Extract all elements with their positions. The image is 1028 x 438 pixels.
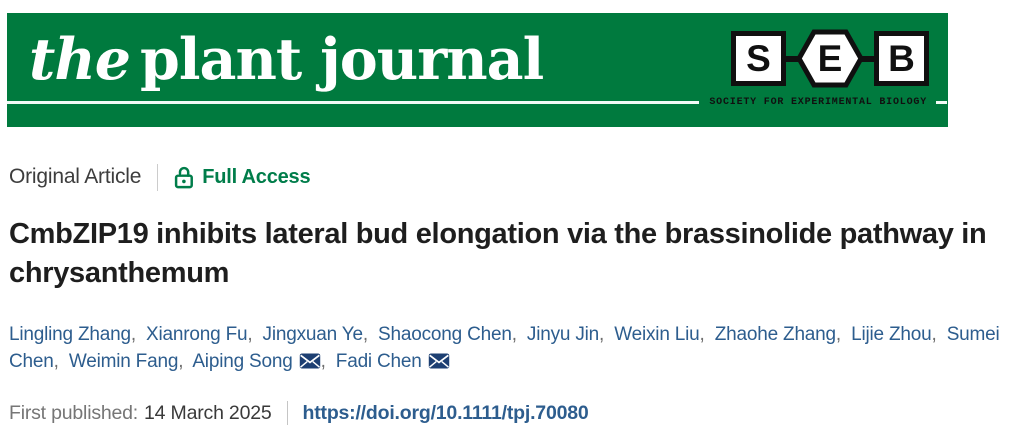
email-icon[interactable] (428, 353, 450, 369)
author-link[interactable]: Jingxuan Ye (262, 324, 363, 346)
seb-connector (782, 55, 800, 62)
seb-square-s: S (731, 31, 786, 86)
author-separator: , (130, 324, 136, 346)
divider (157, 163, 159, 191)
author-separator: , (247, 324, 253, 346)
first-published-date: 14 March 2025 (144, 401, 272, 424)
author-link[interactable]: Xianrong Fu (146, 324, 248, 346)
author-link[interactable]: Weixin Liu (614, 324, 700, 346)
banner-rule-line (7, 101, 700, 104)
divider (286, 401, 288, 426)
author-link[interactable]: Zhaohe Zhang (714, 324, 836, 346)
article-header: Original Article Full Access CmbZIP19 in… (9, 127, 1021, 426)
author-link[interactable]: Shaocong Chen (378, 324, 512, 346)
doi-link[interactable]: https://doi.org/10.1111/tpj.70080 (302, 401, 589, 424)
author-link[interactable]: Aiping Song (192, 351, 293, 373)
author-link[interactable]: Lijie Zhou (851, 324, 932, 346)
seb-hexagon-e: E (796, 29, 864, 88)
seb-square-b: B (874, 31, 929, 86)
seb-connector (860, 55, 878, 62)
article-title: CmbZIP19 inhibits lateral bud elongation… (9, 218, 987, 289)
author-link[interactable]: Fadi Chen (335, 351, 422, 373)
article-meta-row: Original Article Full Access (9, 163, 1021, 191)
journal-logo[interactable]: the plant journal (29, 26, 544, 93)
journal-banner: the plant journal S E B SOCIETY FOR EXPER… (7, 13, 948, 127)
author-link[interactable]: Weimin Fang (68, 351, 179, 373)
author-list: Lingling Zhang, Xianrong Fu, Jingxuan Ye… (9, 322, 1021, 376)
journal-logo-the: the (29, 26, 131, 93)
author-separator: , (362, 324, 368, 346)
first-published-label: First published: (9, 401, 139, 424)
author-separator: , (931, 324, 937, 346)
banner-rule-dash (936, 101, 947, 104)
access-badge: Full Access (174, 165, 311, 190)
publication-info-row: First published: 14 March 2025 https://d… (9, 401, 1021, 426)
author-separator: , (53, 351, 59, 373)
author-link[interactable]: Sumei Chen (9, 324, 1000, 373)
author-separator: , (599, 324, 605, 346)
author-link[interactable]: Lingling Zhang (9, 324, 131, 346)
banner-bottom-rule: SOCIETY FOR EXPERIMENTAL BIOLOGY (7, 97, 948, 108)
article-type-label: Original Article (9, 165, 142, 188)
seb-letter-e: E (817, 38, 843, 79)
access-label: Full Access (202, 165, 311, 188)
author-separator: , (178, 351, 184, 373)
journal-logo-rest: plant journal (140, 26, 544, 93)
seb-letter-b: B (888, 38, 915, 79)
author-separator: , (835, 324, 842, 346)
open-lock-icon (175, 166, 194, 188)
seb-logo[interactable]: S E B (731, 29, 929, 88)
seb-tagline: SOCIETY FOR EXPERIMENTAL BIOLOGY (709, 97, 927, 108)
hexagon-icon (796, 29, 864, 88)
email-icon[interactable] (299, 353, 321, 369)
author-separator: , (511, 324, 517, 346)
author-separator: , (699, 324, 705, 346)
author-separator: , (320, 351, 326, 373)
author-link[interactable]: Jinyu Jin (526, 324, 600, 346)
seb-letter-s: S (746, 38, 771, 79)
